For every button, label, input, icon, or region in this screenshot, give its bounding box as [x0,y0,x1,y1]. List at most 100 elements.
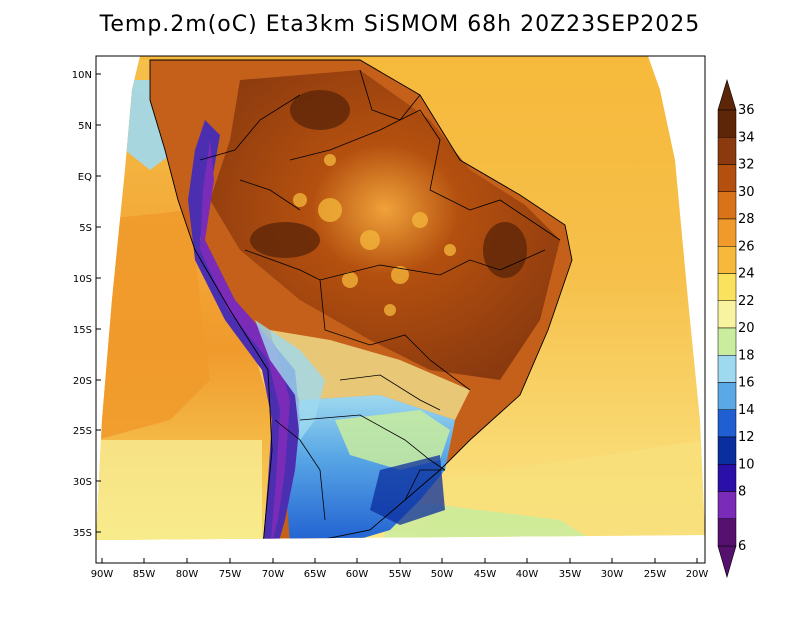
lon-label: 90W [91,569,114,580]
colorbar-segment [717,137,737,165]
colorbar-label: 30 [738,185,755,200]
colorbar: 36 34 32 30 28 26 24 22 20 18 16 14 12 10 8 6 [717,78,755,579]
colorbar-segment [717,409,737,438]
temperature-field [96,56,705,540]
lon-label: 80W [176,569,199,580]
lon-tick: 65W [304,558,327,580]
lat-label: 10S [73,274,92,285]
colorbar-label: 10 [738,457,755,472]
lat-label: 5N [78,121,92,132]
lon-label: 20W [686,569,709,580]
colorbar-segment [717,355,737,383]
lat-label: 15S [73,325,92,336]
colorbar-label: 20 [738,321,755,336]
lon-tick: 35W [559,558,582,580]
colorbar-segment [717,518,737,547]
lat-label: 10N [72,70,92,81]
colorbar-label: 12 [738,430,755,445]
colorbar-label: 6 [738,539,746,554]
latitude-axis: 10N 5N EQ 5S 10S 15S 20S 25S 30S 35S [72,70,101,539]
colorbar-segment [717,273,737,301]
lon-label: 65W [304,569,327,580]
amazon-hot-region [210,70,560,380]
colorbar-label: 22 [738,294,755,309]
lat-tick-10s: 10S [73,274,101,285]
colorbar-segment [717,464,737,492]
lon-tick: 75W [219,558,242,580]
colorbar-segment [717,191,737,220]
colorbar-segment [717,382,737,410]
colorbar-label: 28 [738,212,755,227]
lat-label: 35S [73,528,92,539]
colorbar-bottom-arrow [717,545,737,579]
lat-tick-15s: 15S [73,325,101,336]
lon-label: 45W [474,569,497,580]
colorbar-segment [717,109,737,138]
lon-tick: 50W [431,558,454,580]
lon-tick: 45W [474,558,497,580]
lat-label: 25S [73,426,92,437]
extreme-heat-patches [250,90,527,278]
lat-tick-5n: 5N [78,121,101,132]
lon-label: 55W [389,569,412,580]
colorbar-label: 34 [738,130,755,145]
lon-tick: 60W [346,558,369,580]
lon-label: 60W [346,569,369,580]
colorbar-segment [717,218,737,247]
hotspot-cluster [293,154,456,316]
andes-foothills [255,320,325,440]
lat-label: 20S [73,376,92,387]
lon-label: 85W [133,569,156,580]
lon-label: 50W [431,569,454,580]
colorbar-label: 32 [738,158,755,173]
colorbar-label: 14 [738,403,755,418]
lat-tick-35s: 35S [73,528,101,539]
lon-label: 25W [644,569,667,580]
colorbar-segment [717,436,737,465]
lon-label: 30W [601,569,624,580]
colorbar-top-arrow [717,78,737,111]
lon-label: 75W [219,569,242,580]
lon-tick: 80W [176,558,199,580]
country-borders [199,69,561,521]
lon-label: 35W [559,569,582,580]
lat-label: 5S [79,223,92,234]
lat-label: EQ [78,172,92,183]
lon-tick: 90W [91,558,114,580]
lon-tick: 20W [686,558,709,580]
longitude-axis: 90W 85W 80W 75W 70W 65W 60W 55W 50W 45W … [91,558,709,580]
colorbar-label: 16 [738,376,755,391]
lon-tick: 30W [601,558,624,580]
lat-tick-20s: 20S [73,376,101,387]
lon-tick: 70W [262,558,285,580]
lat-label: 30S [73,477,92,488]
lon-label: 70W [262,569,285,580]
lon-label: 40W [516,569,539,580]
lon-tick: 85W [133,558,156,580]
pacific-warm-region [96,210,210,440]
pacific-south-band [96,440,262,540]
colorbar-segment [717,491,737,519]
pampas-mild-region [335,410,450,470]
plot-title: Temp.2m(oC) Eta3km SiSMOM 68h 20Z23SEP20… [99,12,701,37]
lat-tick-eq: EQ [78,172,101,183]
colorbar-label: 18 [738,348,755,363]
lon-tick: 40W [516,558,539,580]
colorbar-label: 24 [738,267,755,282]
uruguay-cold-region [370,455,445,525]
lat-tick-5s: 5S [79,223,101,234]
colorbar-segment [717,164,737,192]
colorbar-segment [717,327,737,356]
colorbar-segment [717,246,737,274]
lon-tick: 55W [389,558,412,580]
colorbar-segment [717,300,737,329]
colorbar-label: 26 [738,239,755,254]
colorbar-label: 36 [738,103,755,118]
lon-tick: 25W [644,558,667,580]
lat-tick-25s: 25S [73,426,101,437]
coastline [149,59,573,540]
lat-tick-10n: 10N [72,70,101,81]
colorbar-label: 8 [738,485,746,500]
lat-tick-30s: 30S [73,477,101,488]
